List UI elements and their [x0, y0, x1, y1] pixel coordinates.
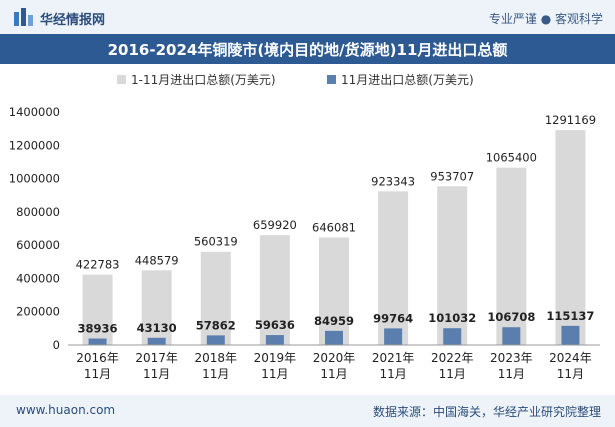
x-tick-label: 2024年 11月	[549, 351, 592, 381]
top-bar: 华经情报网 专业严谨 ● 客观科学	[0, 0, 615, 34]
data-label-november: 38936	[78, 322, 118, 336]
y-tick-label: 0	[53, 338, 60, 352]
y-tick-label: 400000	[16, 271, 60, 285]
data-label-november: 57862	[196, 318, 236, 332]
y-tick-label: 1000000	[9, 172, 60, 186]
bar-chart: 1-11月进出口总额(万美元) 11月进出口总额(万美元) 0 200000 4000…	[9, 73, 600, 381]
data-label-november: 115137	[546, 309, 594, 323]
x-axis: 2016年 11月 2017年 11月 2018年 11月 2019年 11月 2020年 11月…	[68, 344, 600, 381]
x-tick-label: 2021年 11月	[372, 351, 415, 381]
bar-november	[325, 330, 343, 345]
data-label-total: 1065400	[486, 151, 537, 165]
legend: 1-11月进出口总额(万美元) 11月进出口总额(万美元)	[117, 73, 474, 87]
data-label-november: 59636	[255, 318, 295, 332]
bar-november	[502, 327, 521, 345]
data-label-november: 99764	[373, 311, 413, 325]
footer-url[interactable]: www.huaon.com	[16, 403, 116, 417]
data-label-november: 84959	[314, 314, 354, 328]
bar-november	[443, 328, 462, 345]
bar-total	[437, 186, 468, 345]
data-label-total: 646081	[312, 220, 356, 234]
tagline: 专业严谨 ● 客观科学	[488, 12, 603, 26]
data-label-total: 1291169	[545, 113, 596, 127]
legend-swatch	[117, 75, 126, 84]
bar-november	[384, 328, 403, 345]
x-tick-label: 2018年 11月	[195, 351, 238, 381]
data-label-total: 659920	[253, 218, 297, 232]
bar-total	[259, 235, 290, 345]
x-tick-label: 2020年 11月	[313, 351, 356, 381]
data-label-total: 923343	[371, 174, 415, 188]
x-tick-label: 2019年 11月	[254, 351, 297, 381]
bar-november	[88, 338, 107, 345]
bar-november	[265, 335, 284, 345]
legend-label: 11月进出口总额(万美元)	[341, 73, 474, 87]
brand-name: 华经情报网	[40, 13, 106, 28]
bar-total	[378, 191, 409, 345]
bar-total	[496, 167, 527, 345]
bar-november	[147, 337, 166, 345]
y-tick-label: 800000	[16, 205, 60, 219]
bar-november	[206, 335, 225, 345]
y-tick-label: 1400000	[9, 105, 60, 119]
bar-total	[319, 237, 349, 345]
bar-total	[555, 130, 586, 345]
footer-source: 数据来源：中国海关，华经产业研究院整理	[372, 405, 601, 419]
x-tick-label: 2022年 11月	[431, 351, 474, 381]
x-tick-label: 2023年 11月	[490, 351, 533, 381]
legend-swatch	[327, 75, 336, 84]
data-label-november: 101032	[428, 311, 476, 325]
x-tick-label: 2016年 11月	[76, 351, 119, 381]
chart-title: 2016-2024年铜陵市(境内目的地/货源地)11月进出口总额	[107, 41, 508, 59]
bar-total	[200, 251, 231, 345]
data-label-november: 43130	[137, 321, 177, 335]
bar-total	[141, 270, 172, 345]
y-tick-label: 1200000	[9, 138, 60, 152]
footer-bar: www.huaon.com 数据来源：中国海关，华经产业研究院整理	[0, 395, 615, 427]
bar-november	[561, 325, 580, 345]
data-label-total: 560319	[194, 235, 238, 249]
x-tick-label: 2017年 11月	[135, 351, 178, 381]
legend-label: 1-11月进出口总额(万美元)	[131, 73, 276, 87]
y-tick-label: 200000	[16, 305, 60, 319]
title-bar: 2016-2024年铜陵市(境内目的地/货源地)11月进出口总额	[0, 34, 615, 64]
bar-total	[82, 274, 113, 345]
data-label-november: 106708	[487, 310, 535, 324]
data-label-total: 448579	[135, 253, 179, 267]
y-axis: 0 200000 400000 600000 800000 1000000 1200000 1…	[9, 105, 60, 352]
y-tick-label: 600000	[16, 238, 60, 252]
logo-icon	[14, 8, 33, 26]
data-label-total: 422783	[76, 258, 120, 272]
data-label-total: 953707	[430, 169, 474, 183]
bars: 422783 38936 448579 43130 560319 57862 659920 5…	[76, 113, 596, 345]
